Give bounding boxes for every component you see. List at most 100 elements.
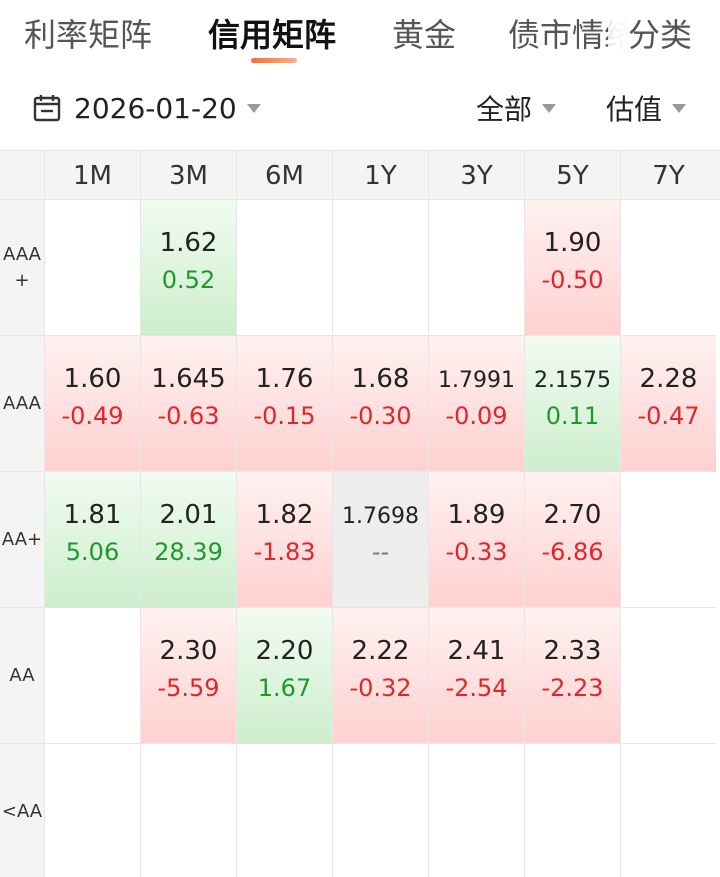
cell-change: 1.67 [257, 674, 312, 702]
metric-dropdown[interactable]: 估值 [606, 86, 687, 130]
matrix-cell[interactable]: 2.20 1.67 [236, 608, 332, 744]
matrix-cell[interactable]: 1.7698 -- [332, 472, 428, 608]
chevron-down-icon [672, 103, 687, 113]
column-header-3y: 3Y [428, 151, 524, 201]
cell-value: 1.68 [351, 364, 410, 394]
row-label: AAA [0, 336, 44, 472]
column-header-6m: 6M [236, 151, 332, 201]
empty-cell [620, 472, 716, 608]
matrix-cell[interactable]: 2.28 -0.47 [620, 336, 716, 472]
date-value: 2026-01-20 [74, 91, 237, 125]
tab-bar: 利率矩阵 信用矩阵 黄金 债市情绪 分类 [0, 0, 720, 70]
cell-change: -2.54 [445, 674, 508, 702]
cell-change: -0.30 [349, 402, 412, 430]
cell-value: 1.89 [447, 500, 506, 530]
cell-value: 1.60 [63, 364, 122, 394]
cell-change: -0.50 [541, 266, 604, 294]
cell-change: -0.09 [445, 402, 508, 430]
matrix-cell[interactable]: 2.22 -0.32 [332, 608, 428, 744]
column-header-row: 1M 3M 6M 1Y 3Y 5Y 7Y [0, 150, 720, 201]
matrix-cell[interactable]: 1.76 -0.15 [236, 336, 332, 472]
matrix-cell[interactable]: 1.7991 -0.09 [428, 336, 524, 472]
cell-change: 0.11 [545, 402, 600, 430]
cell-change: -0.32 [349, 674, 412, 702]
cell-value: 2.01 [159, 500, 218, 530]
category-label: 分类 [628, 16, 693, 54]
row-label: AAA + [0, 200, 44, 336]
matrix-cell[interactable]: 1.81 5.06 [44, 472, 140, 608]
cell-value: 1.7991 [438, 368, 515, 393]
empty-cell [140, 744, 236, 877]
cell-change: -5.59 [157, 674, 220, 702]
column-header-1m: 1M [44, 151, 140, 201]
cell-value: 2.28 [639, 364, 698, 394]
empty-cell [428, 200, 524, 336]
cell-change: -2.23 [541, 674, 604, 702]
column-header-1y: 1Y [332, 151, 428, 201]
filter-label: 全部 [476, 93, 533, 126]
cell-value: 1.82 [255, 500, 314, 530]
cell-value: 1.645 [151, 364, 226, 394]
filter-dropdown[interactable]: 全部 [476, 86, 557, 130]
empty-cell [620, 744, 716, 877]
empty-cell [428, 744, 524, 877]
matrix-cell[interactable]: 1.68 -0.30 [332, 336, 428, 472]
matrix-cell[interactable]: 1.62 0.52 [140, 200, 236, 336]
cell-change: -0.47 [637, 402, 700, 430]
cell-value: 2.33 [543, 636, 602, 666]
column-header-3m: 3M [140, 151, 236, 201]
matrix-cell[interactable]: 1.60 -0.49 [44, 336, 140, 472]
column-header-7y: 7Y [620, 151, 716, 201]
empty-cell [620, 608, 716, 744]
matrix-cell[interactable]: 2.1575 0.11 [524, 336, 620, 472]
cell-value: 1.81 [63, 500, 122, 530]
cell-value: 2.70 [543, 500, 602, 530]
empty-cell [44, 200, 140, 336]
empty-cell [332, 744, 428, 877]
cell-change: -6.86 [541, 538, 604, 566]
empty-cell [44, 744, 140, 877]
cell-value: 2.22 [351, 636, 410, 666]
cell-change: -0.63 [157, 402, 220, 430]
empty-cell [620, 200, 716, 336]
cell-change: 0.52 [161, 266, 216, 294]
cell-value: 1.7698 [342, 504, 419, 529]
column-header-5y: 5Y [524, 151, 620, 201]
matrix-cell[interactable]: 1.645 -0.63 [140, 336, 236, 472]
matrix-cell[interactable]: 2.33 -2.23 [524, 608, 620, 744]
cell-value: 1.90 [543, 228, 602, 258]
matrix-cell[interactable]: 2.30 -5.59 [140, 608, 236, 744]
cell-change: -0.15 [253, 402, 316, 430]
calendar-icon [33, 95, 61, 122]
matrix-cell[interactable]: 1.89 -0.33 [428, 472, 524, 608]
chevron-down-icon [246, 103, 261, 113]
cell-value: 2.1575 [534, 368, 611, 393]
metric-label: 估值 [606, 93, 663, 126]
category-button[interactable]: 分类 [608, 0, 720, 68]
toolbar: 2026-01-20 全部 估值 [0, 74, 720, 140]
cell-value: 1.62 [159, 228, 218, 258]
row-label: <AA [0, 744, 44, 877]
row-label: AA [0, 608, 44, 744]
matrix-cell[interactable]: 2.70 -6.86 [524, 472, 620, 608]
empty-cell [332, 200, 428, 336]
cell-value: 2.20 [255, 636, 314, 666]
cell-value: 2.30 [159, 636, 218, 666]
empty-cell [44, 608, 140, 744]
tab-credit-matrix[interactable]: 信用矩阵 [208, 16, 337, 54]
cell-change: -- [371, 538, 390, 566]
tab-rate-matrix[interactable]: 利率矩阵 [24, 16, 153, 54]
matrix-cell[interactable]: 2.01 28.39 [140, 472, 236, 608]
empty-cell [524, 744, 620, 877]
cell-change: 5.06 [65, 538, 120, 566]
tab-gold[interactable]: 黄金 [392, 16, 457, 54]
matrix-cell[interactable]: 1.82 -1.83 [236, 472, 332, 608]
cell-change: -0.49 [61, 402, 124, 430]
matrix-cell[interactable]: 1.90 -0.50 [524, 200, 620, 336]
matrix-cell[interactable]: 2.41 -2.54 [428, 608, 524, 744]
date-picker[interactable]: 2026-01-20 [32, 86, 261, 130]
active-tab-indicator [251, 58, 297, 63]
cell-value: 2.41 [447, 636, 506, 666]
cell-change: 28.39 [154, 538, 223, 566]
cell-value: 1.76 [255, 364, 314, 394]
